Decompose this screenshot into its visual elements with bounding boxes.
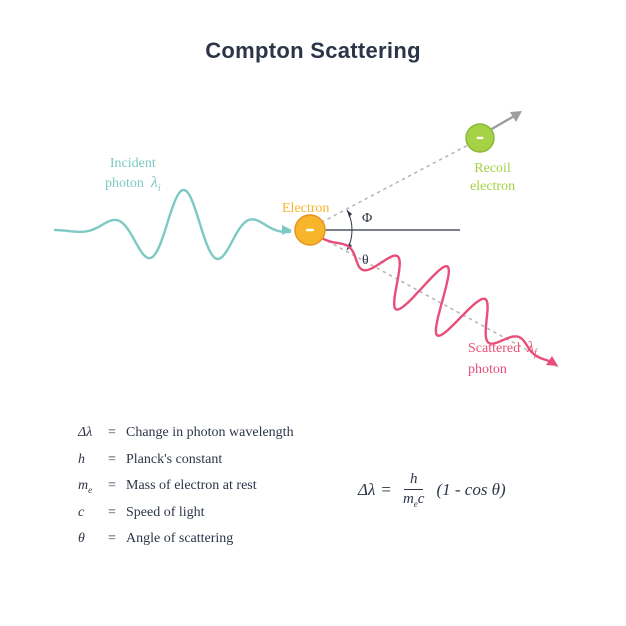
scattered-sub: f — [534, 348, 537, 359]
phi-label: Φ — [362, 210, 372, 228]
incident-label-line2: photon — [105, 176, 144, 191]
formula-rhs: (1 - cos θ) — [436, 480, 505, 500]
legend-row: Δλ=Change in photon wavelength — [78, 420, 294, 447]
scattered-symbol: λ — [527, 339, 534, 356]
legend-row: c=Speed of light — [78, 500, 294, 527]
recoil-label: Recoil electron — [470, 160, 515, 195]
incident-arrowhead — [282, 225, 292, 235]
incident-label-line1: Incident — [110, 156, 156, 171]
page-title: Compton Scattering — [0, 38, 626, 64]
incident-wave — [55, 190, 290, 259]
recoil-label-line2: electron — [470, 179, 515, 194]
formula-fraction: h mec — [397, 470, 431, 510]
scattered-label-line2: photon — [468, 362, 507, 377]
recoil-path — [322, 145, 468, 222]
compton-formula: Δλ = h mec (1 - cos θ) — [358, 470, 506, 510]
theta-label: θ — [362, 252, 369, 270]
phi-arc-head — [347, 210, 352, 217]
legend-row: me=Mass of electron at rest — [78, 473, 294, 500]
recoil-arrow-line — [490, 115, 516, 130]
formula-lhs: Δλ — [358, 480, 375, 500]
incident-symbol: λ — [151, 174, 158, 191]
legend: Δλ=Change in photon wavelength h=Planck'… — [78, 420, 294, 553]
scattered-label: Scattered λf photon — [468, 338, 537, 378]
legend-row: θ=Angle of scattering — [78, 526, 294, 553]
electron-minus-icon — [306, 229, 314, 231]
electron-label: Electron — [282, 200, 329, 218]
recoil-minus-icon — [477, 137, 484, 139]
recoil-label-line1: Recoil — [474, 161, 511, 176]
incident-label: Incident photon λi — [105, 155, 161, 195]
scattered-label-line1: Scattered — [468, 341, 520, 356]
incident-sub: i — [158, 183, 161, 194]
legend-row: h=Planck's constant — [78, 447, 294, 474]
compton-diagram — [0, 90, 626, 380]
